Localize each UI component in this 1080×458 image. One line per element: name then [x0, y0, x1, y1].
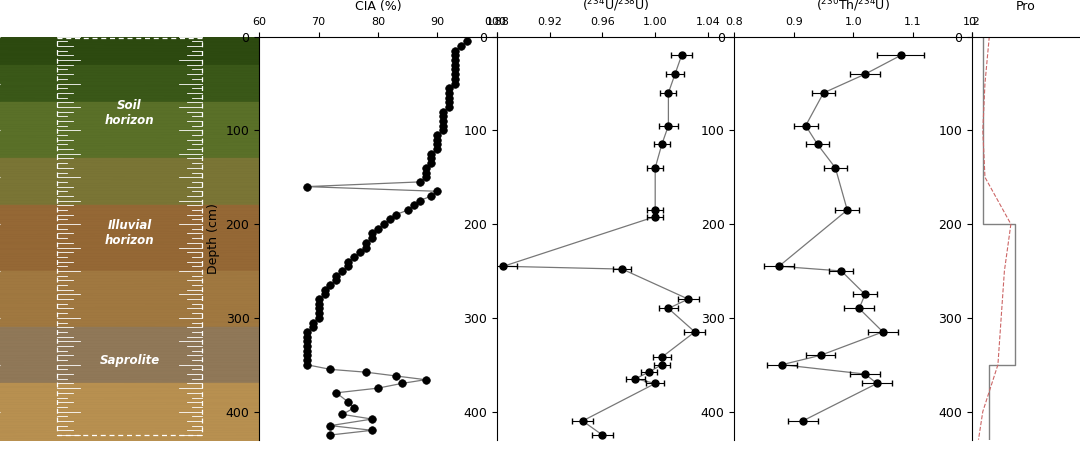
Point: [322, 422, 339, 429]
Point: [328, 277, 346, 284]
Point: [328, 389, 346, 397]
Point: [298, 328, 315, 336]
Point: [381, 216, 399, 223]
Point: [417, 164, 434, 172]
Point: [357, 369, 375, 376]
Point: [322, 281, 339, 289]
Point: [447, 56, 464, 64]
Point: [352, 249, 369, 256]
Point: [441, 98, 458, 106]
Point: [423, 155, 441, 162]
Point: [310, 310, 327, 317]
Point: [364, 234, 381, 242]
Point: [298, 342, 315, 349]
Point: [405, 202, 422, 209]
Title: CIA (%): CIA (%): [354, 0, 402, 13]
Point: [316, 291, 334, 298]
Point: [447, 75, 464, 82]
Point: [364, 230, 381, 237]
Point: [453, 42, 470, 49]
Point: [447, 71, 464, 78]
Text: Soil
horizon: Soil horizon: [105, 99, 154, 127]
Y-axis label: Depth (cm): Depth (cm): [207, 203, 220, 273]
Point: [364, 427, 381, 434]
Point: [334, 411, 351, 418]
Point: [346, 253, 363, 261]
Point: [447, 80, 464, 87]
Text: Illuvial
horizon: Illuvial horizon: [105, 219, 154, 247]
Point: [310, 295, 327, 303]
Point: [434, 122, 453, 129]
Point: [364, 415, 381, 423]
Point: [298, 356, 315, 364]
Point: [340, 398, 357, 406]
Point: [369, 225, 387, 233]
Point: [411, 197, 429, 204]
Point: [305, 323, 322, 331]
Point: [334, 267, 351, 275]
Point: [429, 188, 446, 195]
Point: [429, 141, 446, 148]
Point: [310, 314, 327, 322]
Point: [441, 94, 458, 101]
Point: [441, 89, 458, 97]
Point: [447, 66, 464, 73]
Point: [369, 384, 387, 392]
Point: [434, 127, 453, 134]
Point: [316, 286, 334, 294]
Point: [423, 192, 441, 200]
Point: [310, 305, 327, 312]
Point: [357, 244, 375, 251]
Point: [357, 239, 375, 246]
Point: [393, 380, 410, 387]
Point: [417, 169, 434, 176]
Point: [434, 113, 453, 120]
Point: [340, 262, 357, 270]
Point: [305, 319, 322, 326]
Title: ($^{230}$Th/$^{234}$U): ($^{230}$Th/$^{234}$U): [816, 0, 890, 14]
Title: ($^{234}$U/$^{238}$U): ($^{234}$U/$^{238}$U): [582, 0, 649, 14]
Point: [447, 47, 464, 55]
Point: [298, 338, 315, 345]
Point: [417, 174, 434, 181]
Point: [310, 300, 327, 307]
Point: [434, 108, 453, 115]
Point: [388, 211, 405, 218]
Point: [340, 258, 357, 265]
Point: [411, 178, 429, 185]
Point: [434, 117, 453, 125]
Point: [328, 272, 346, 279]
Point: [429, 146, 446, 153]
Point: [298, 361, 315, 368]
Point: [298, 183, 315, 190]
Point: [423, 150, 441, 158]
Point: [346, 404, 363, 411]
Point: [298, 352, 315, 359]
Point: [441, 85, 458, 92]
Point: [441, 103, 458, 110]
Point: [298, 347, 315, 354]
Title: Pro: Pro: [1016, 0, 1036, 13]
Point: [417, 376, 434, 383]
Point: [447, 52, 464, 59]
Point: [429, 136, 446, 143]
Point: [322, 366, 339, 373]
Point: [322, 431, 339, 439]
Point: [423, 159, 441, 167]
Point: [429, 131, 446, 139]
Point: [459, 38, 476, 45]
Point: [400, 207, 417, 214]
Point: [298, 333, 315, 340]
Point: [376, 220, 393, 228]
Text: Saprolite: Saprolite: [99, 354, 160, 366]
Point: [388, 372, 405, 380]
Point: [447, 61, 464, 68]
